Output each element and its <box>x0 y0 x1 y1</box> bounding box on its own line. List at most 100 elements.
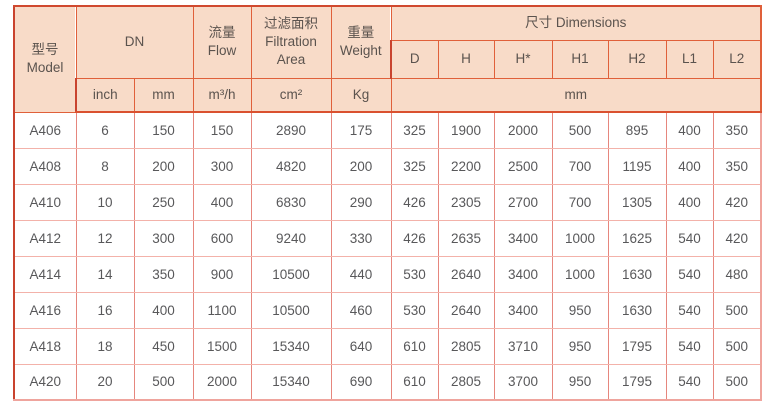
cell-flow: 300 <box>192 147 252 185</box>
table-row: A420 20 500 2000 15340 690 610 2805 3700 950 1795 5… <box>13 363 763 401</box>
cell-dim-h: 2805 <box>437 327 495 365</box>
table-row: A416 16 400 1100 10500 460 530 2640 3400 950 1630 5… <box>13 291 763 329</box>
cell-dim-h1: 1000 <box>551 255 609 293</box>
cell-dim-l1: 400 <box>665 183 714 221</box>
cell-dim-h1: 500 <box>551 111 609 149</box>
cell-flow: 150 <box>192 111 252 149</box>
cell-dim-l2: 420 <box>712 219 763 257</box>
cell-dim-h2: 1795 <box>607 363 667 401</box>
cell-dim-l1: 540 <box>665 363 714 401</box>
cell-dim-d: 530 <box>390 255 439 293</box>
cell-dim-h-star: 2500 <box>493 147 553 185</box>
cell-dim-h-star: 3710 <box>493 327 553 365</box>
table-row: A418 18 450 1500 15340 640 610 2805 3710 950 1795 5… <box>13 327 763 365</box>
cell-filtration-area: 2890 <box>250 111 332 149</box>
cell-filtration-area: 6830 <box>250 183 332 221</box>
cell-dim-h1: 950 <box>551 327 609 365</box>
table-row: A406 6 150 150 2890 175 325 1900 2000 500 895 400 35… <box>13 111 763 149</box>
cell-dim-h-star: 2000 <box>493 111 553 149</box>
cell-dn-mm: 300 <box>133 219 194 257</box>
cell-dim-l2: 480 <box>712 255 763 293</box>
header-flow: 流量 Flow <box>192 5 252 79</box>
spec-table: 型号 Model DN 流量 Flow 过滤面积 Filtration Area… <box>13 5 763 401</box>
header-dn: DN <box>75 5 194 79</box>
unit-weight: Kg <box>330 77 392 113</box>
cell-filtration-area: 10500 <box>250 255 332 293</box>
cell-weight: 200 <box>330 147 392 185</box>
cell-flow: 2000 <box>192 363 252 401</box>
cell-dim-l2: 420 <box>712 183 763 221</box>
cell-flow: 400 <box>192 183 252 221</box>
cell-dn-mm: 500 <box>133 363 194 401</box>
cell-model: A406 <box>13 111 77 149</box>
header-dim-h2: H2 <box>607 39 667 79</box>
cell-dn-mm: 350 <box>133 255 194 293</box>
cell-dim-l2: 350 <box>712 111 763 149</box>
cell-filtration-area: 9240 <box>250 219 332 257</box>
cell-dn-inch: 14 <box>75 255 135 293</box>
cell-model: A408 <box>13 147 77 185</box>
cell-dim-h-star: 3700 <box>493 363 553 401</box>
header-dim-h1: H1 <box>551 39 609 79</box>
cell-dn-inch: 6 <box>75 111 135 149</box>
cell-weight: 690 <box>330 363 392 401</box>
table-row: A412 12 300 600 9240 330 426 2635 3400 1000 1625 54… <box>13 219 763 257</box>
unit-inch: inch <box>75 77 135 113</box>
cell-flow: 1500 <box>192 327 252 365</box>
cell-weight: 290 <box>330 183 392 221</box>
cell-dim-d: 530 <box>390 291 439 329</box>
header-filtration-area: 过滤面积 Filtration Area <box>250 5 332 79</box>
cell-dim-h: 2640 <box>437 255 495 293</box>
cell-dim-h-star: 3400 <box>493 255 553 293</box>
cell-dn-inch: 18 <box>75 327 135 365</box>
cell-dim-l2: 500 <box>712 327 763 365</box>
cell-dim-l2: 500 <box>712 291 763 329</box>
cell-dim-h: 2200 <box>437 147 495 185</box>
unit-flow: m³/h <box>192 77 252 113</box>
cell-dim-d: 426 <box>390 183 439 221</box>
cell-dim-h2: 1305 <box>607 183 667 221</box>
cell-dn-inch: 10 <box>75 183 135 221</box>
cell-dim-l1: 400 <box>665 111 714 149</box>
cell-dn-inch: 12 <box>75 219 135 257</box>
cell-dim-h1: 700 <box>551 147 609 185</box>
cell-dn-mm: 250 <box>133 183 194 221</box>
cell-dn-mm: 150 <box>133 111 194 149</box>
cell-filtration-area: 4820 <box>250 147 332 185</box>
header-model: 型号 Model <box>13 5 77 113</box>
header-dimensions: 尺寸 Dimensions <box>390 5 763 41</box>
cell-dim-h2: 1195 <box>607 147 667 185</box>
cell-dim-l1: 540 <box>665 255 714 293</box>
cell-dim-h2: 895 <box>607 111 667 149</box>
cell-dim-l1: 400 <box>665 147 714 185</box>
unit-area: cm² <box>250 77 332 113</box>
cell-dim-h1: 950 <box>551 363 609 401</box>
cell-dim-l2: 350 <box>712 147 763 185</box>
header-dim-l2: L2 <box>712 39 763 79</box>
cell-dim-h: 1900 <box>437 111 495 149</box>
cell-dim-h2: 1630 <box>607 255 667 293</box>
cell-dim-l1: 540 <box>665 291 714 329</box>
cell-weight: 640 <box>330 327 392 365</box>
cell-dim-d: 610 <box>390 327 439 365</box>
cell-dim-h-star: 2700 <box>493 183 553 221</box>
cell-dim-h-star: 3400 <box>493 291 553 329</box>
cell-flow: 900 <box>192 255 252 293</box>
cell-model: A418 <box>13 327 77 365</box>
header-dim-h: H <box>437 39 495 79</box>
cell-dim-l1: 540 <box>665 327 714 365</box>
cell-dim-h: 2640 <box>437 291 495 329</box>
cell-dim-h1: 950 <box>551 291 609 329</box>
table-row: A414 14 350 900 10500 440 530 2640 3400 1000 1630 5… <box>13 255 763 293</box>
cell-model: A420 <box>13 363 77 401</box>
header-row-main: 型号 Model DN 流量 Flow 过滤面积 Filtration Area… <box>13 5 763 113</box>
cell-dim-h1: 1000 <box>551 219 609 257</box>
header-dim-h-star: H* <box>493 39 553 79</box>
cell-filtration-area: 15340 <box>250 327 332 365</box>
cell-dim-h-star: 3400 <box>493 219 553 257</box>
cell-filtration-area: 10500 <box>250 291 332 329</box>
table-body: A406 6 150 150 2890 175 325 1900 2000 500 895 400 35… <box>13 111 763 401</box>
cell-dn-mm: 400 <box>133 291 194 329</box>
cell-dim-h: 2805 <box>437 363 495 401</box>
cell-weight: 460 <box>330 291 392 329</box>
